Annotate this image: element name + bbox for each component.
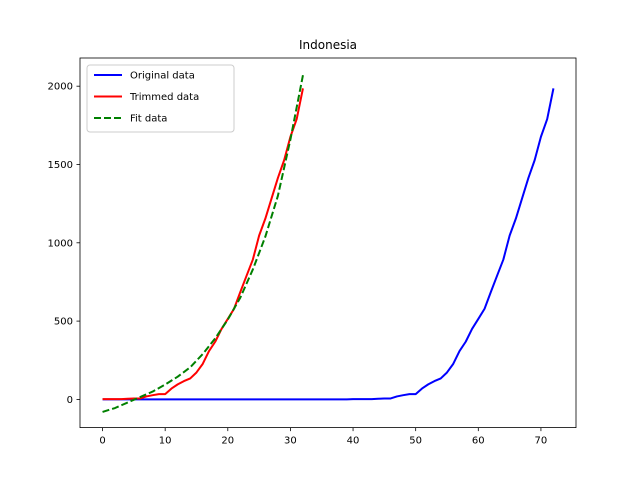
plot-area [102,75,555,413]
y-tick-label: 1500 [48,160,73,171]
x-tick-label: 0 [99,436,105,447]
legend-box [86,64,235,133]
x-tick-label: 40 [347,436,360,447]
legend: Original data Trimmed data Fit data [86,64,235,133]
x-tick-label: 30 [284,436,297,447]
series-line-3 [102,75,304,413]
x-axis: 0 10 20 30 40 50 60 70 [99,427,548,447]
y-tick-label: 2000 [48,82,73,93]
series-line-1 [102,88,555,401]
y-axis: 0 500 1000 1500 2000 [48,82,80,406]
legend-label: Original data [130,71,195,82]
y-tick-label: 0 [67,395,73,406]
y-tick-label: 500 [54,317,73,328]
x-tick-label: 50 [409,436,422,447]
chart-title: Indonesia [299,38,357,52]
x-tick-label: 20 [221,436,234,447]
series-line-2 [102,88,304,401]
legend-label: Fit data [130,114,167,125]
x-tick-label: 60 [472,436,485,447]
x-tick-label: 10 [159,436,172,447]
x-tick-label: 70 [535,436,548,447]
y-tick-label: 1000 [48,238,73,249]
legend-label: Trimmed data [129,92,199,103]
